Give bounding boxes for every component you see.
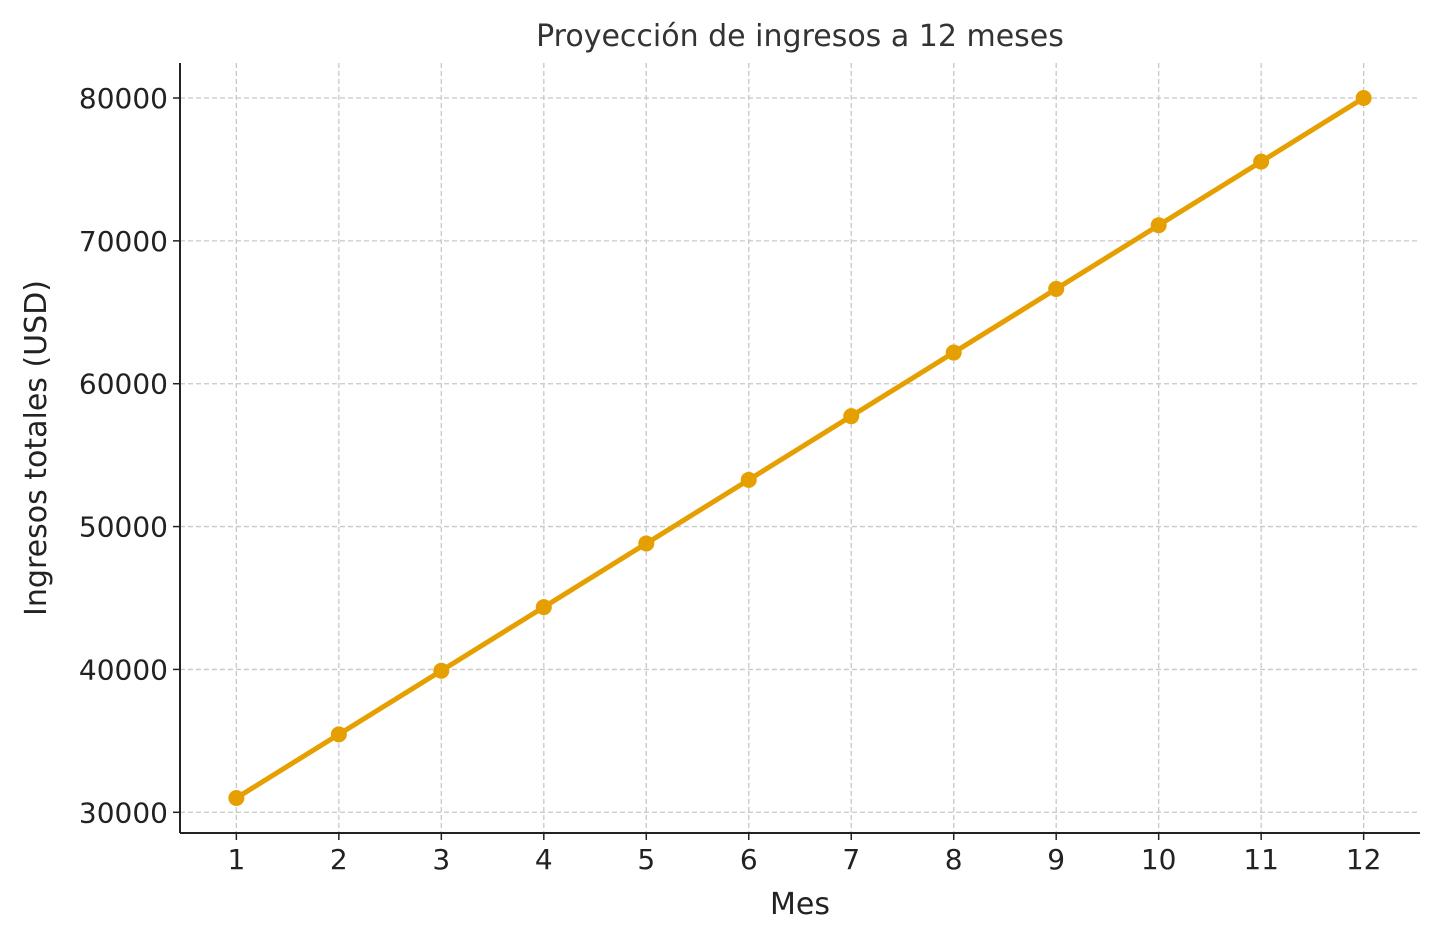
y-tick-label: 60000: [79, 368, 168, 401]
data-point: [945, 344, 962, 361]
x-tick-label: 2: [330, 843, 348, 876]
tick-labels: 1 2 3 4 5 6 7 8 9 10 11 123000040000500006000070000…: [79, 82, 1382, 876]
x-tick-label: 8: [945, 843, 963, 876]
data-point: [1150, 217, 1167, 234]
series: [228, 90, 1372, 806]
y-tick-label: 80000: [79, 82, 168, 115]
data-point: [1253, 153, 1270, 170]
data-point: [228, 790, 245, 806]
data-point: [740, 471, 757, 488]
y-tick-label: 50000: [79, 511, 168, 544]
series-line: [235, 95, 1365, 801]
data-point: [843, 408, 860, 425]
y-tick-label: 40000: [79, 653, 168, 686]
y-axis-label: Ingresos totales (USD): [19, 280, 54, 616]
data-point: [433, 662, 450, 679]
grid: [180, 63, 1420, 833]
x-tick-label: 4: [535, 843, 553, 876]
x-tick-label: 5: [637, 843, 655, 876]
x-tick-label: 7: [842, 843, 860, 876]
x-tick-label: 1: [227, 843, 245, 876]
x-axis-label: Mes: [770, 887, 830, 922]
data-point: [330, 726, 347, 743]
x-tick-label: 3: [432, 843, 450, 876]
data-point: [535, 599, 552, 616]
axes: [173, 63, 1420, 840]
x-tick-label: 9: [1047, 843, 1065, 876]
data-point: [1048, 280, 1065, 297]
x-tick-label: 12: [1346, 843, 1382, 876]
y-tick-label: 30000: [79, 796, 168, 829]
x-tick-label: 6: [740, 843, 758, 876]
data-point: [638, 535, 655, 552]
x-tick-label: 11: [1243, 843, 1279, 876]
chart-title: Proyección de ingresos a 12 meses: [536, 19, 1064, 54]
data-point: [1355, 90, 1372, 106]
y-tick-label: 70000: [79, 225, 168, 258]
x-tick-label: 10: [1141, 843, 1177, 876]
